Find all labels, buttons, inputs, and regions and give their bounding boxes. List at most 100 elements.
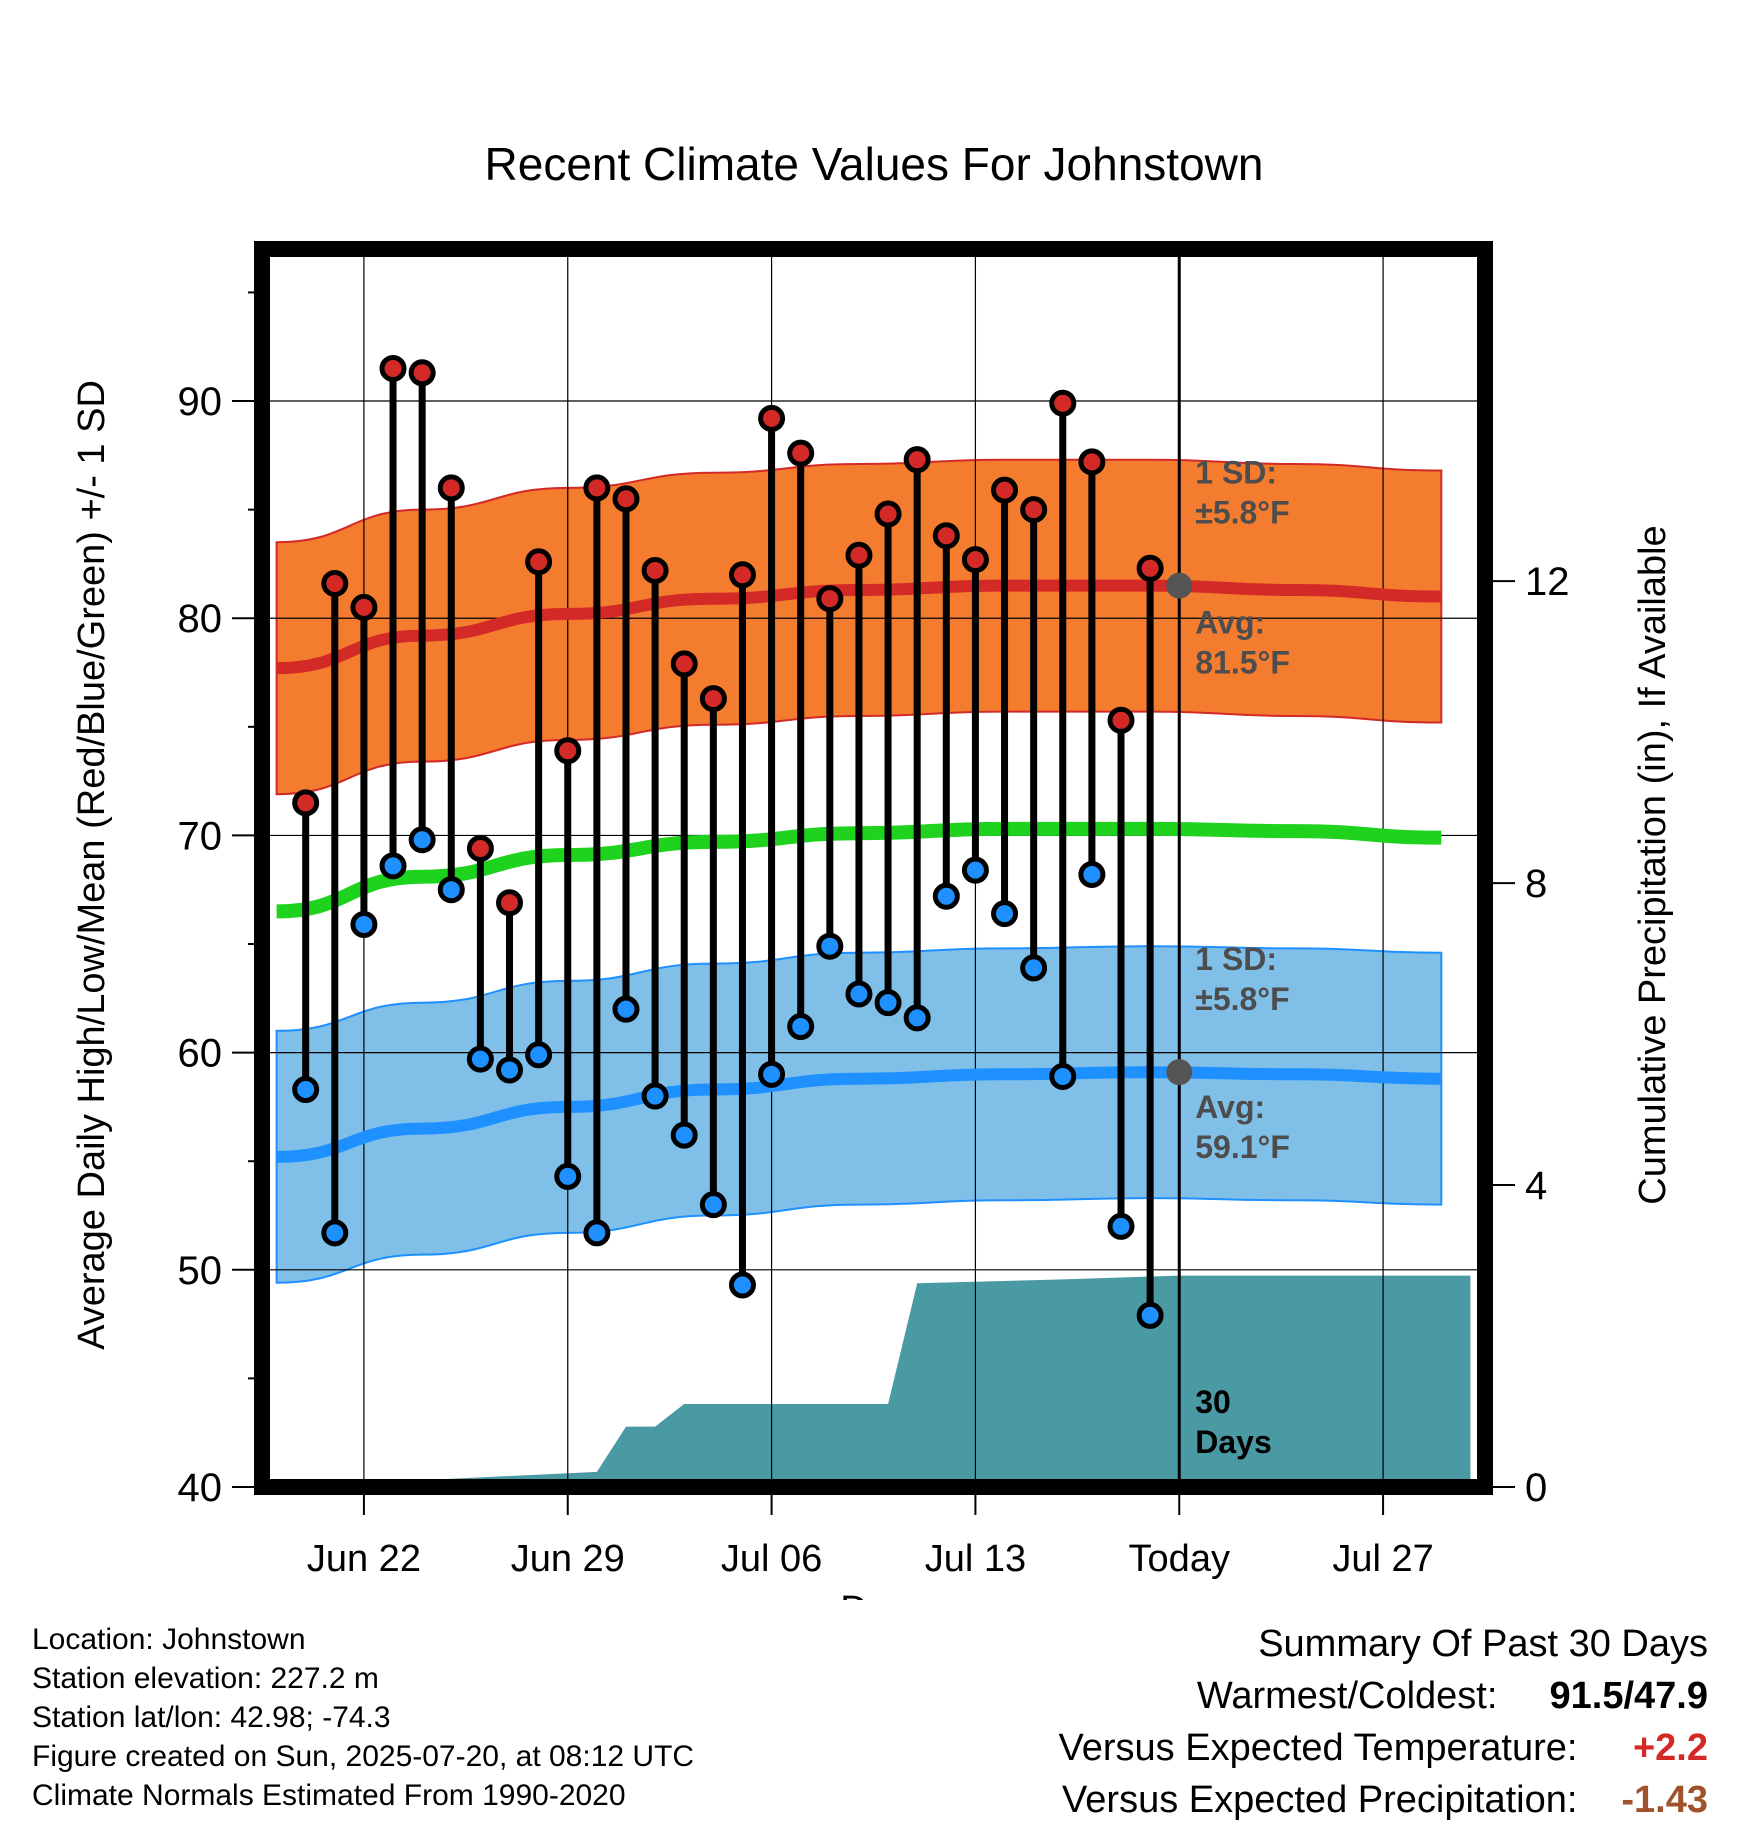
climate-chart: Recent Climate Values For Johnstown 1 SD…	[71, 138, 1674, 1600]
low-point	[554, 1162, 582, 1190]
high-point	[932, 522, 960, 550]
summary-panel: Summary Of Past 30 Days Warmest/Coldest:…	[1059, 1618, 1708, 1826]
x-tick-label: Jun 29	[511, 1538, 625, 1580]
today-avg-high-marker	[1166, 572, 1193, 599]
high-point	[1049, 389, 1077, 417]
low-point	[350, 910, 378, 938]
avg-low-line	[276, 1066, 1442, 1163]
y2-axis-label: Cumulative Precipitation (in), If Availa…	[1632, 525, 1674, 1204]
low-point	[321, 1219, 349, 1247]
high-point	[699, 685, 727, 713]
low-point	[612, 995, 640, 1023]
plot-frame	[254, 241, 1493, 1495]
precip-days-annotation-line: Days	[1195, 1424, 1272, 1460]
y-tick-label: 70	[178, 814, 223, 858]
high-sd-annotation-line: ±5.8°F	[1195, 495, 1289, 531]
high-point	[903, 446, 931, 474]
y-tick-label: 90	[178, 380, 223, 424]
precip-value: -1.43	[1621, 1779, 1708, 1821]
low-point	[816, 932, 844, 960]
chart-title: Recent Climate Values For Johnstown	[485, 138, 1264, 190]
precip-area	[276, 1275, 1471, 1487]
high-point	[1136, 554, 1164, 582]
low-point	[961, 856, 989, 884]
low-point	[991, 900, 1019, 928]
low-avg-annotation-line: 59.1°F	[1195, 1129, 1290, 1165]
low-point	[758, 1060, 786, 1088]
low-sd-annotation: 1 SD: ±5.8°F	[1195, 941, 1289, 1017]
low-point	[903, 1004, 931, 1032]
high-sd-annotation: 1 SD: ±5.8°F	[1195, 455, 1289, 531]
low-point	[1020, 954, 1048, 982]
low-avg-annotation-line: Avg:	[1195, 1089, 1265, 1125]
high-point	[408, 359, 436, 387]
low-point	[496, 1056, 524, 1084]
x-tick-label: Jun 22	[307, 1538, 421, 1580]
high-point	[350, 593, 378, 621]
x-tick-label: Jul 06	[721, 1538, 822, 1580]
summary-temp: Versus Expected Temperature: +2.2	[1059, 1722, 1708, 1774]
precip-days-annotation-line: 30	[1195, 1384, 1231, 1420]
high-point	[1078, 448, 1106, 476]
y-tick-label: 40	[178, 1466, 223, 1510]
y-tick-label: 50	[178, 1249, 223, 1293]
high-point	[816, 585, 844, 613]
high-avg-annotation-line: 81.5°F	[1195, 644, 1290, 680]
high-point	[321, 569, 349, 597]
high-point	[554, 737, 582, 765]
temp-value: +2.2	[1632, 1727, 1708, 1769]
station-info: Location: Johnstown Station elevation: 2…	[32, 1620, 694, 1815]
low-point	[408, 826, 436, 854]
y2-tick-label: 8	[1525, 862, 1547, 906]
high-sd-annotation-line: 1 SD:	[1195, 455, 1277, 491]
warm-cold-label: Warmest/Coldest:	[1196, 1675, 1498, 1717]
high-point	[874, 500, 902, 528]
high-point	[466, 834, 494, 862]
y2-tick-label: 12	[1525, 560, 1570, 604]
y2-tick-label: 4	[1525, 1164, 1547, 1208]
high-point	[292, 789, 320, 817]
precip-days-annotation: 30 Days	[1195, 1384, 1272, 1460]
low-point	[787, 1013, 815, 1041]
low-point	[583, 1219, 611, 1247]
high-point	[991, 476, 1019, 504]
high-point	[728, 561, 756, 589]
high-point	[961, 546, 989, 574]
high-point	[525, 548, 553, 576]
low-point	[874, 989, 902, 1017]
low-point	[699, 1191, 727, 1219]
low-point	[466, 1045, 494, 1073]
today-avg-low-marker	[1166, 1059, 1193, 1086]
low-point	[1078, 861, 1106, 889]
y2-tick-label: 0	[1525, 1466, 1547, 1510]
info-normals: Climate Normals Estimated From 1990-2020	[32, 1779, 626, 1812]
low-avg-annotation: Avg: 59.1°F	[1195, 1089, 1290, 1165]
y-axis-label: Average Daily High/Low/Mean (Red/Blue/Gr…	[71, 380, 113, 1350]
info-created: Figure created on Sun, 2025-07-20, at 08…	[32, 1740, 695, 1773]
high-point	[787, 439, 815, 467]
summary-precip: Versus Expected Precipitation: -1.43	[1059, 1774, 1708, 1826]
low-point	[437, 876, 465, 904]
x-axis-label: Day	[840, 1589, 908, 1600]
precip-label: Versus Expected Precipitation:	[1062, 1779, 1578, 1821]
high-point	[845, 541, 873, 569]
low-sd-annotation-line: ±5.8°F	[1195, 981, 1289, 1017]
high-avg-annotation: Avg: 81.5°F	[1195, 604, 1290, 680]
high-point	[496, 889, 524, 917]
low-point	[292, 1076, 320, 1104]
low-point	[1136, 1301, 1164, 1329]
info-elevation: Station elevation: 227.2 m	[32, 1662, 379, 1695]
high-point	[641, 556, 669, 584]
high-point	[670, 650, 698, 678]
x-tick-label: Jul 27	[1332, 1538, 1433, 1580]
low-point	[641, 1082, 669, 1110]
low-point	[379, 852, 407, 880]
high-point	[1020, 496, 1048, 524]
plot-content: 1 SD: ±5.8°F Avg: 81.5°F 1 SD: ±5.8°F Avg: 59.1…	[262, 249, 1485, 1487]
x-tick-label: Jul 13	[925, 1538, 1026, 1580]
low-point	[845, 980, 873, 1008]
warm-cold-value: 91.5/47.9	[1549, 1675, 1708, 1717]
low-point	[932, 882, 960, 910]
info-latlon: Station lat/lon: 42.98; -74.3	[32, 1701, 391, 1734]
high-point	[583, 474, 611, 502]
